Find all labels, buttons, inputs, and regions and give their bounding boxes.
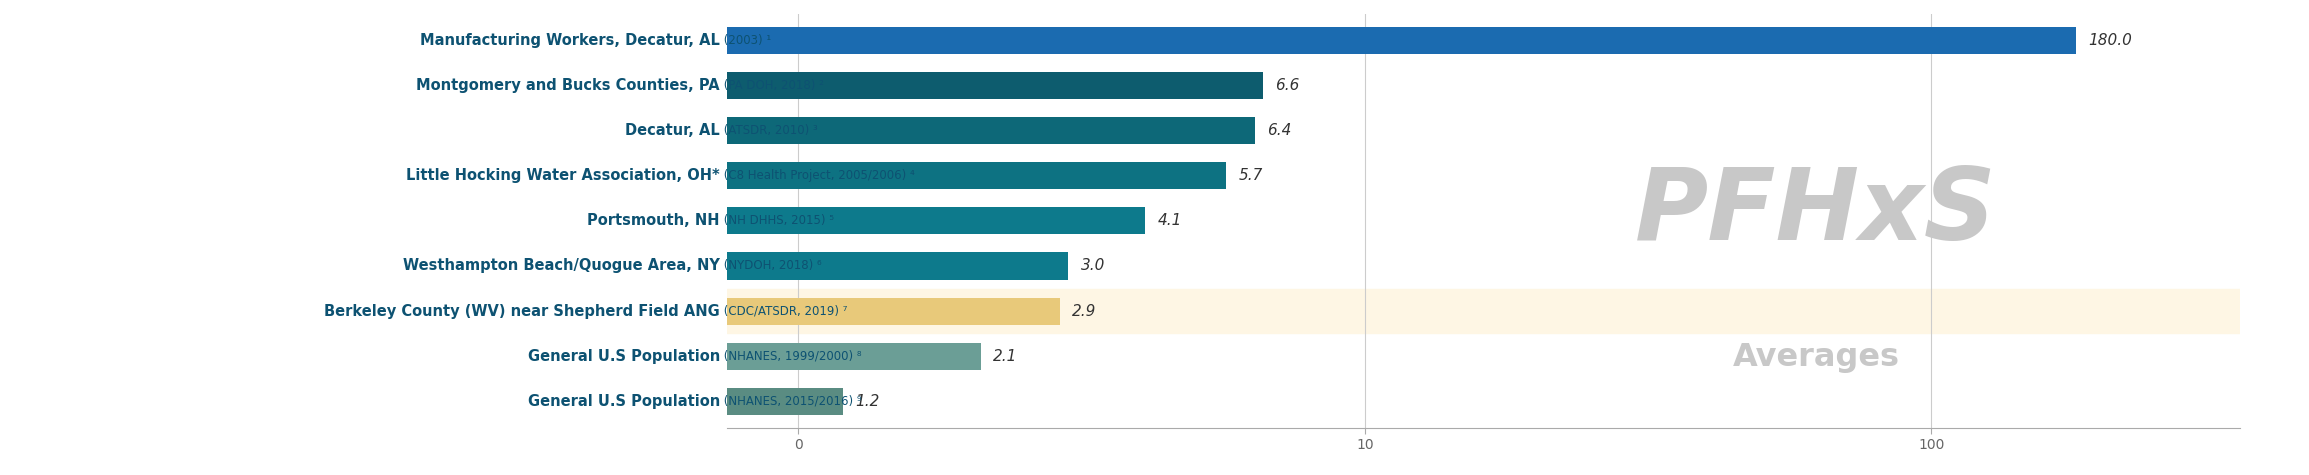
Text: General U.S Population: General U.S Population [526,394,720,409]
Text: (NHANES, 2015/2016) ⁹: (NHANES, 2015/2016) ⁹ [720,395,861,408]
Text: (NHANES, 1999/2000) ⁸: (NHANES, 1999/2000) ⁸ [720,350,861,363]
Text: Little Hocking Water Association, OH*: Little Hocking Water Association, OH* [406,168,720,183]
Text: (PA DOH, 2018) ²: (PA DOH, 2018) ² [720,79,824,92]
Text: 5.7: 5.7 [1238,168,1263,183]
Text: 4.1: 4.1 [1157,213,1182,228]
Text: (NH DHHS, 2015) ⁵: (NH DHHS, 2015) ⁵ [720,214,834,228]
Bar [0,297,1060,324]
Bar [0,27,2076,54]
Text: (NYDOH, 2018) ⁶: (NYDOH, 2018) ⁶ [720,259,822,273]
Bar [0,208,1145,234]
Text: Berkeley County (WV) near Shepherd Field ANG: Berkeley County (WV) near Shepherd Field… [323,304,720,319]
Text: Decatur, AL: Decatur, AL [626,123,720,138]
Text: 3.0: 3.0 [1081,258,1106,274]
Text: 6.6: 6.6 [1275,78,1300,93]
Bar [0,342,981,370]
Bar [0,72,1263,99]
Text: PFHxS: PFHxS [1635,164,1997,261]
Text: Westhampton Beach/Quogue Area, NY: Westhampton Beach/Quogue Area, NY [402,258,720,274]
Text: 2.1: 2.1 [993,349,1016,364]
Bar [0,117,1256,144]
Text: (ATSDR, 2010) ³: (ATSDR, 2010) ³ [720,124,817,137]
Text: General U.S Population: General U.S Population [526,349,720,364]
Bar [727,289,2240,333]
Text: 1.2: 1.2 [854,394,880,409]
Text: (2003) ¹: (2003) ¹ [720,34,771,47]
Text: Montgomery and Bucks Counties, PA: Montgomery and Bucks Counties, PA [416,78,720,93]
Text: 2.9: 2.9 [1071,304,1097,319]
Text: Manufacturing Workers, Decatur, AL: Manufacturing Workers, Decatur, AL [420,33,720,48]
Text: (C8 Health Project, 2005/2006) ⁴: (C8 Health Project, 2005/2006) ⁴ [720,169,914,182]
Text: 180.0: 180.0 [2087,33,2131,48]
Text: Averages: Averages [1732,342,1900,373]
Bar [0,252,1069,279]
Text: (CDC/ATSDR, 2019) ⁷: (CDC/ATSDR, 2019) ⁷ [720,304,847,318]
Text: 6.4: 6.4 [1268,123,1291,138]
Bar [0,162,1226,190]
Text: Portsmouth, NH: Portsmouth, NH [586,213,720,228]
Bar [0,388,843,415]
